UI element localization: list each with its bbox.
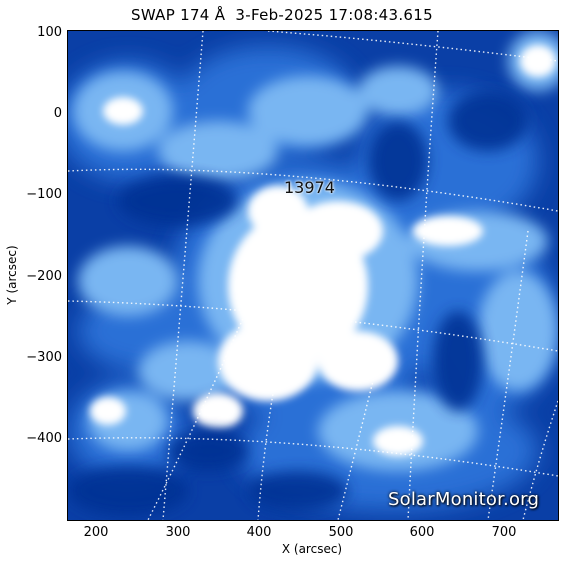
watermark: SolarMonitor.org [388,489,540,510]
x-tick-label: 200 [83,525,109,540]
y-tick-label: −200 [26,269,62,284]
active-region-label: 13974 [284,178,335,197]
x-tick-label: 600 [409,525,435,540]
solar-image [67,30,559,521]
image-title: SWAP 174 Å 3-Feb-2025 17:08:43.615 [131,6,433,24]
y-tick-label: 100 [37,25,62,40]
x-tick-label: 700 [491,525,517,540]
y-tick-label: 0 [53,106,62,121]
x-tick-label: 400 [246,525,272,540]
y-axis-label: Y (arcsec) [5,245,19,305]
y-tick-label: −100 [26,187,62,202]
y-tick-label: −400 [26,431,62,446]
x-tick-label: 300 [165,525,191,540]
x-axis-label: X (arcsec) [281,542,343,556]
y-tick-label: −300 [26,350,62,365]
x-tick-label: 500 [328,525,354,540]
